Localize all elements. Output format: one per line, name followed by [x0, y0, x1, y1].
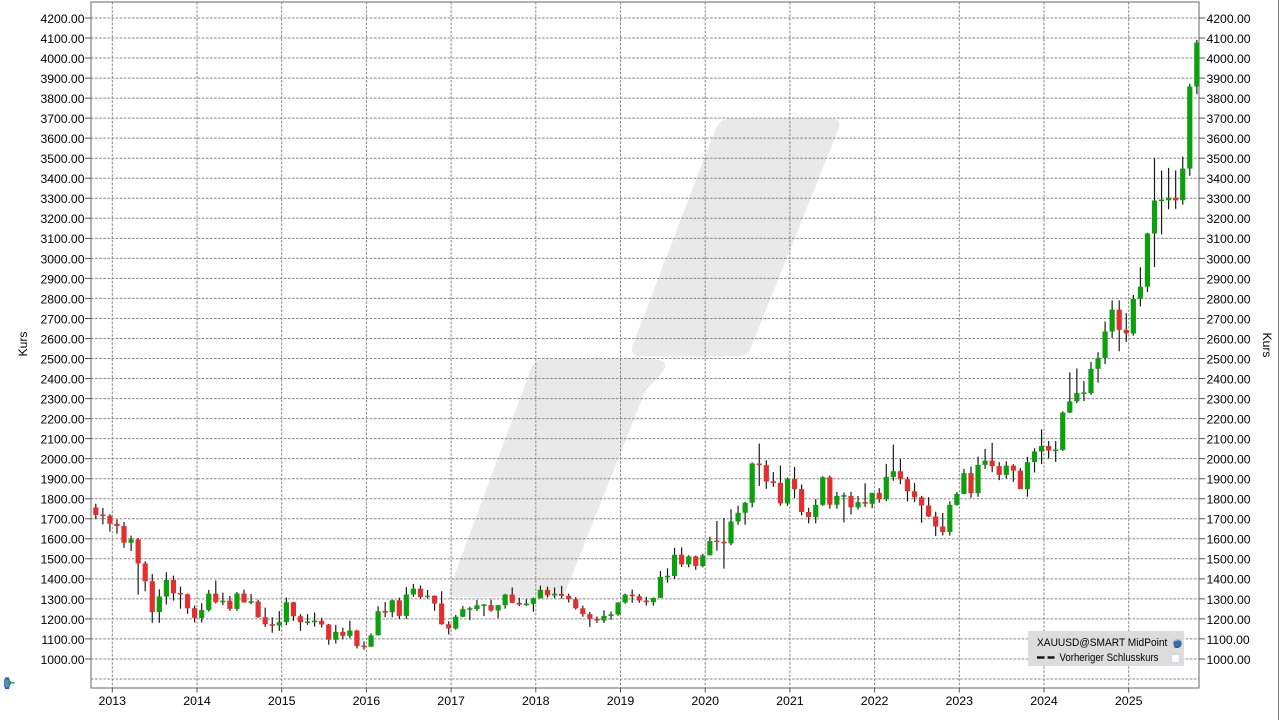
svg-text:2000.00: 2000.00: [40, 453, 84, 467]
svg-text:Kurs: Kurs: [1260, 332, 1274, 357]
svg-text:2900.00: 2900.00: [40, 272, 84, 286]
svg-text:1600.00: 1600.00: [40, 533, 84, 547]
svg-text:3700.00: 3700.00: [1207, 112, 1251, 126]
svg-text:1500.00: 1500.00: [40, 553, 84, 567]
svg-text:XAUUSD@SMART MidPoint: XAUUSD@SMART MidPoint: [1037, 637, 1167, 649]
svg-text:4000.00: 4000.00: [40, 52, 84, 66]
svg-text:1300.00: 1300.00: [40, 593, 84, 607]
svg-text:2600.00: 2600.00: [1207, 332, 1251, 346]
svg-text:1500.00: 1500.00: [1207, 553, 1251, 567]
svg-text:2013: 2013: [99, 694, 127, 708]
svg-text:1700.00: 1700.00: [1207, 513, 1251, 527]
svg-text:3200.00: 3200.00: [1207, 212, 1251, 226]
svg-text:2600.00: 2600.00: [40, 332, 84, 346]
svg-text:3300.00: 3300.00: [40, 192, 84, 206]
svg-text:2900.00: 2900.00: [1207, 272, 1251, 286]
svg-text:2017: 2017: [437, 694, 465, 708]
svg-text:4200.00: 4200.00: [40, 12, 84, 26]
svg-text:2025: 2025: [1115, 694, 1143, 708]
svg-text:2700.00: 2700.00: [1207, 312, 1251, 326]
svg-text:3800.00: 3800.00: [1207, 92, 1251, 106]
svg-text:2700.00: 2700.00: [40, 312, 84, 326]
svg-text:2200.00: 2200.00: [1207, 413, 1251, 427]
svg-text:2400.00: 2400.00: [1207, 372, 1251, 386]
svg-text:3500.00: 3500.00: [1207, 152, 1251, 166]
svg-text:3400.00: 3400.00: [40, 172, 84, 186]
svg-text:1300.00: 1300.00: [1207, 593, 1251, 607]
svg-text:4000.00: 4000.00: [1207, 52, 1251, 66]
svg-text:2014: 2014: [183, 694, 211, 708]
svg-text:3500.00: 3500.00: [40, 152, 84, 166]
svg-text:2800.00: 2800.00: [1207, 292, 1251, 306]
svg-text:3700.00: 3700.00: [40, 112, 84, 126]
svg-text:1100.00: 1100.00: [1207, 633, 1250, 647]
svg-text:3100.00: 3100.00: [1207, 232, 1251, 246]
svg-text:2021: 2021: [776, 694, 804, 708]
svg-text:3900.00: 3900.00: [40, 72, 84, 86]
svg-text:3400.00: 3400.00: [1207, 172, 1251, 186]
svg-text:1600.00: 1600.00: [1207, 533, 1251, 547]
svg-text:1900.00: 1900.00: [40, 473, 84, 487]
svg-text:1900.00: 1900.00: [1207, 473, 1251, 487]
svg-text:4200.00: 4200.00: [1207, 12, 1251, 26]
svg-text:1000.00: 1000.00: [40, 653, 84, 667]
svg-text:2100.00: 2100.00: [40, 433, 84, 447]
svg-text:2016: 2016: [353, 694, 381, 708]
svg-text:2000.00: 2000.00: [1207, 453, 1251, 467]
svg-text:1200.00: 1200.00: [40, 613, 84, 627]
svg-text:3200.00: 3200.00: [40, 212, 84, 226]
svg-text:2018: 2018: [522, 694, 550, 708]
svg-text:2100.00: 2100.00: [1207, 433, 1251, 447]
svg-text:1800.00: 1800.00: [40, 493, 84, 507]
svg-text:2500.00: 2500.00: [1207, 352, 1251, 366]
svg-text:Kurs: Kurs: [16, 331, 30, 356]
svg-text:1400.00: 1400.00: [40, 573, 84, 587]
svg-text:3300.00: 3300.00: [1207, 192, 1251, 206]
svg-text:2500.00: 2500.00: [40, 352, 84, 366]
svg-text:2022: 2022: [861, 694, 889, 708]
svg-text:3600.00: 3600.00: [40, 132, 84, 146]
svg-text:2023: 2023: [946, 694, 974, 708]
svg-text:2400.00: 2400.00: [40, 372, 84, 386]
svg-text:Vorheriger Schlusskurs: Vorheriger Schlusskurs: [1060, 652, 1160, 664]
svg-text:2800.00: 2800.00: [40, 292, 84, 306]
svg-text:1200.00: 1200.00: [1207, 613, 1251, 627]
svg-text:1000.00: 1000.00: [1207, 653, 1251, 667]
svg-text:2300.00: 2300.00: [40, 393, 84, 407]
svg-text:3800.00: 3800.00: [40, 92, 84, 106]
svg-text:2200.00: 2200.00: [40, 413, 84, 427]
svg-text:2300.00: 2300.00: [1207, 393, 1251, 407]
svg-text:4100.00: 4100.00: [40, 32, 84, 46]
svg-text:3100.00: 3100.00: [40, 232, 84, 246]
svg-text:2024: 2024: [1030, 694, 1058, 708]
svg-text:1400.00: 1400.00: [1207, 573, 1251, 587]
svg-text:1700.00: 1700.00: [40, 513, 84, 527]
svg-text:2020: 2020: [691, 694, 719, 708]
svg-text:3600.00: 3600.00: [1207, 132, 1251, 146]
svg-text:2015: 2015: [268, 694, 296, 708]
svg-text:1800.00: 1800.00: [1207, 493, 1251, 507]
svg-text:1100.00: 1100.00: [41, 633, 84, 647]
svg-text:3000.00: 3000.00: [40, 252, 84, 266]
svg-text:4100.00: 4100.00: [1207, 32, 1251, 46]
svg-text:3900.00: 3900.00: [1207, 72, 1251, 86]
svg-text:2019: 2019: [607, 694, 635, 708]
svg-text:3000.00: 3000.00: [1207, 252, 1251, 266]
